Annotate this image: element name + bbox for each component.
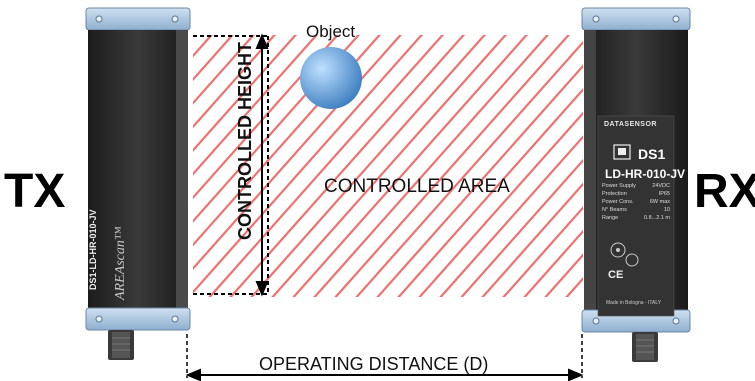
hatch-line	[193, 35, 235, 82]
spec-row: Power Cons. 6W max	[602, 199, 670, 205]
rx-brand-text: DATASENSOR	[604, 121, 657, 128]
spec-name: Power Cons.	[602, 199, 634, 205]
spec-value: 24VDC	[652, 183, 670, 189]
spec-name: Power Supply	[602, 183, 636, 189]
hatch-line	[271, 35, 508, 297]
hatch-line	[193, 35, 256, 105]
hatch-line	[292, 35, 529, 297]
ds1-icon	[613, 144, 631, 160]
operating-distance-label: OPERATING DISTANCE (D)	[259, 354, 489, 374]
spec-name: Protection	[602, 191, 627, 197]
spec-row: N° Beams 10	[602, 207, 670, 213]
spec-name: N° Beams	[602, 207, 627, 213]
hatch-line	[397, 87, 583, 297]
hatch-line	[313, 35, 550, 297]
spec-value: 0.8...2.1 m	[644, 215, 670, 221]
controlled-height-bracket	[193, 35, 269, 295]
distance-arrow	[185, 368, 584, 381]
hatch-line	[355, 40, 583, 297]
ul-mark-icon	[625, 253, 639, 267]
hatch-line	[250, 35, 487, 297]
hatch-line	[193, 35, 277, 129]
hatch-line	[481, 182, 583, 297]
controlled-height-label: CONTROLLED HEIGHT	[235, 42, 255, 240]
hatch-line	[376, 64, 583, 297]
hatch-line	[193, 35, 424, 294]
spec-value: 6W max	[649, 199, 670, 205]
hatch-line	[502, 206, 583, 297]
spec-name: Range	[602, 215, 619, 221]
hatch-line	[208, 35, 445, 297]
spec-value: IP65	[658, 191, 670, 197]
tx-brand-text: AREAscan™	[113, 226, 128, 300]
hatch-line	[439, 135, 583, 297]
ce-mark-icon: CE	[608, 269, 623, 281]
hatch-line	[523, 229, 583, 297]
height-arrow	[255, 33, 269, 297]
hatch-line	[334, 35, 571, 297]
hatch-line	[460, 158, 583, 297]
hatch-line	[193, 35, 298, 153]
spec-row: Power Supply 24VDC	[602, 183, 670, 189]
connector-diagram-icon	[610, 242, 626, 258]
controlled-area-hatch	[193, 35, 583, 297]
rx-label: RX	[694, 165, 755, 218]
rx-device: CE	[581, 7, 691, 362]
tx-label: TX	[4, 165, 66, 218]
hatch-line	[193, 35, 403, 271]
object-sphere	[300, 47, 362, 109]
distance-guides	[186, 334, 583, 378]
hatch-line	[193, 35, 319, 176]
tx-model-text: DS1-LD-HR-010-JV	[88, 209, 98, 290]
controlled-area-label: CONTROLLED AREA	[324, 176, 510, 197]
hatch-line	[418, 111, 583, 297]
rx-model-text: LD-HR-010-JV	[605, 167, 686, 181]
spec-row: Protection IP65	[602, 191, 670, 197]
spec-row: Range 0.8...2.1 m	[602, 215, 670, 221]
rx-made-in-text: Made in Bologna - ITALY	[606, 300, 662, 306]
object-label: Object	[306, 22, 356, 41]
rx-series-text: DS1	[638, 146, 666, 162]
tx-device	[85, 7, 191, 360]
spec-value: 10	[663, 207, 670, 213]
